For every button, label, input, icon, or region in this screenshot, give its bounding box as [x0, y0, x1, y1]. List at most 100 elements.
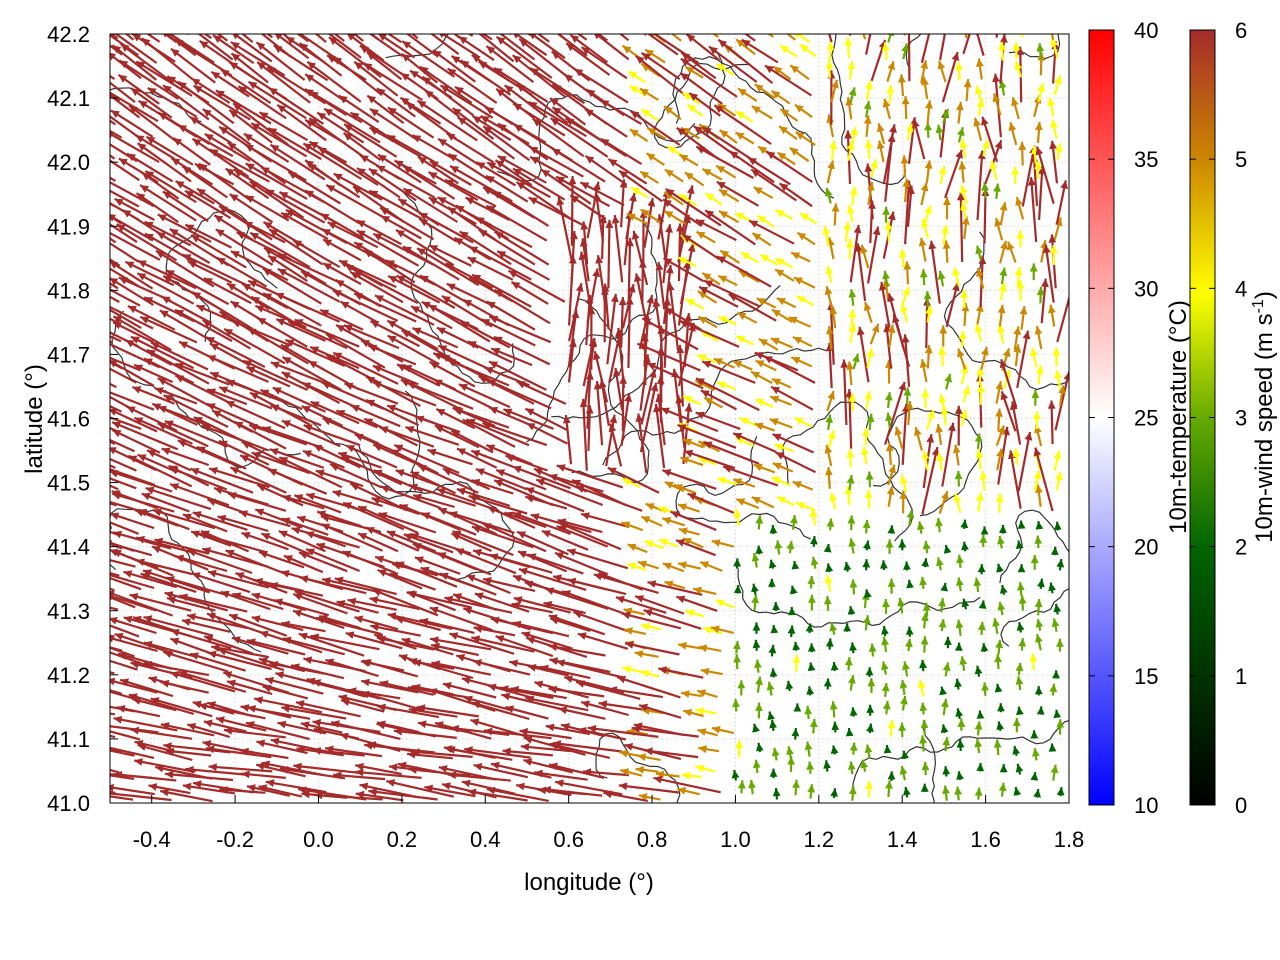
- wind-arrowhead: [975, 303, 984, 312]
- wind-arrowhead: [993, 739, 1002, 748]
- wind-arrowhead: [792, 641, 801, 651]
- wind-vector: [536, 34, 550, 43]
- wind-arrowhead: [58, 381, 67, 388]
- wind-arrowhead: [621, 521, 631, 529]
- wind-arrowhead: [825, 414, 833, 423]
- wind-arrowhead: [980, 526, 989, 535]
- wind-arrowhead: [496, 88, 505, 97]
- wind-vector: [110, 242, 140, 263]
- wind-vector: [262, 267, 322, 305]
- wind-arrowhead: [989, 160, 998, 170]
- wind-vector: [577, 728, 627, 741]
- wind-vector: [202, 108, 252, 146]
- wind-vector: [556, 464, 624, 489]
- wind-arrowhead: [824, 575, 833, 584]
- wind-arrowhead: [638, 793, 648, 801]
- wind-arrowhead: [379, 426, 389, 434]
- wind-vector: [842, 359, 848, 426]
- wind-arrowhead: [245, 163, 255, 171]
- wind-arrowhead: [167, 76, 177, 84]
- wind-vector: [548, 763, 605, 779]
- wind-arrowhead: [883, 745, 892, 754]
- wind-arrowhead: [241, 531, 251, 540]
- wind-vector: [662, 469, 717, 490]
- wind-arrowhead: [165, 770, 174, 779]
- wind-arrowhead: [178, 670, 188, 678]
- wind-vector: [584, 154, 628, 186]
- contour-line: [737, 568, 981, 628]
- wind-vector: [512, 621, 570, 638]
- wind-arrowhead: [260, 389, 270, 397]
- wind-vector: [281, 517, 329, 536]
- wind-arrowhead: [885, 412, 893, 422]
- wind-arrowhead: [902, 403, 910, 412]
- wind-arrowhead: [466, 0, 475, 6]
- wind-arrowhead: [919, 269, 928, 278]
- wind-vector: [613, 214, 624, 283]
- wind-arrowhead: [347, 687, 357, 695]
- wind-arrowhead: [283, 6, 292, 14]
- wind-vector: [198, 703, 266, 720]
- wind-arrowhead: [471, 478, 481, 487]
- wind-vector: [515, 181, 573, 221]
- wind-vector: [256, 740, 308, 755]
- wind-vector: [703, 441, 760, 465]
- wind-arrowhead: [140, 316, 150, 324]
- wind-arrowhead: [1035, 121, 1043, 131]
- wind-arrowhead: [664, 106, 673, 115]
- wind-arrowhead: [466, 418, 476, 427]
- wind-arrowhead: [1030, 730, 1039, 739]
- colorbar-tick-label: 4: [1235, 276, 1247, 301]
- wind-vector: [110, 231, 161, 261]
- wind-arrowhead: [239, 510, 248, 518]
- wind-arrowhead: [430, 636, 439, 645]
- wind-arrowhead: [385, 11, 394, 19]
- wind-vector: [325, 332, 386, 369]
- wind-vector: [255, 763, 306, 778]
- wind-vector: [177, 439, 234, 466]
- wind-arrowhead: [473, 548, 482, 557]
- wind-vector: [402, 164, 456, 200]
- wind-arrowhead: [663, 258, 673, 266]
- wind-arrowhead: [789, 585, 798, 595]
- wind-arrowhead: [960, 289, 969, 298]
- wind-arrowhead: [347, 597, 357, 606]
- wind-vector: [496, 250, 551, 281]
- wind-vector: [316, 111, 365, 144]
- wind-arrowhead: [464, 746, 473, 754]
- wind-arrowhead: [999, 764, 1008, 773]
- wind-vector: [464, 747, 531, 759]
- wind-arrowhead: [95, 174, 104, 181]
- wind-arrowhead: [629, 85, 639, 94]
- wind-arrowhead: [251, 451, 261, 460]
- wind-arrowhead: [325, 745, 334, 754]
- wind-vector: [270, 404, 322, 427]
- wind-vector: [136, 142, 192, 183]
- wind-arrowhead: [198, 702, 208, 711]
- wind-arrowhead: [997, 324, 1005, 334]
- wind-vector: [1016, 330, 1030, 389]
- wind-vector: [374, 294, 435, 326]
- wind-arrowhead: [259, 630, 269, 639]
- wind-arrowhead: [918, 237, 927, 247]
- wind-arrowhead: [453, 593, 463, 601]
- wind-arrowhead: [94, 472, 103, 479]
- wind-arrowhead: [217, 648, 227, 656]
- wind-vector: [380, 485, 442, 510]
- wind-vector: [460, 320, 511, 349]
- wind-arrowhead: [1056, 787, 1065, 796]
- wind-arrowhead: [1035, 484, 1043, 494]
- wind-vector: [713, 104, 772, 145]
- wind-vector: [385, 259, 436, 286]
- wind-arrowhead: [517, 531, 527, 539]
- wind-arrowhead: [1027, 15, 1035, 24]
- wind-vector: [110, 634, 115, 638]
- wind-vector: [493, 335, 551, 366]
- wind-arrowhead: [315, 469, 325, 477]
- wind-arrowhead: [182, 782, 192, 791]
- wind-vector: [475, 467, 528, 491]
- wind-vector: [584, 108, 628, 138]
- wind-arrowhead: [954, 678, 962, 688]
- wind-arrowhead: [490, 761, 500, 770]
